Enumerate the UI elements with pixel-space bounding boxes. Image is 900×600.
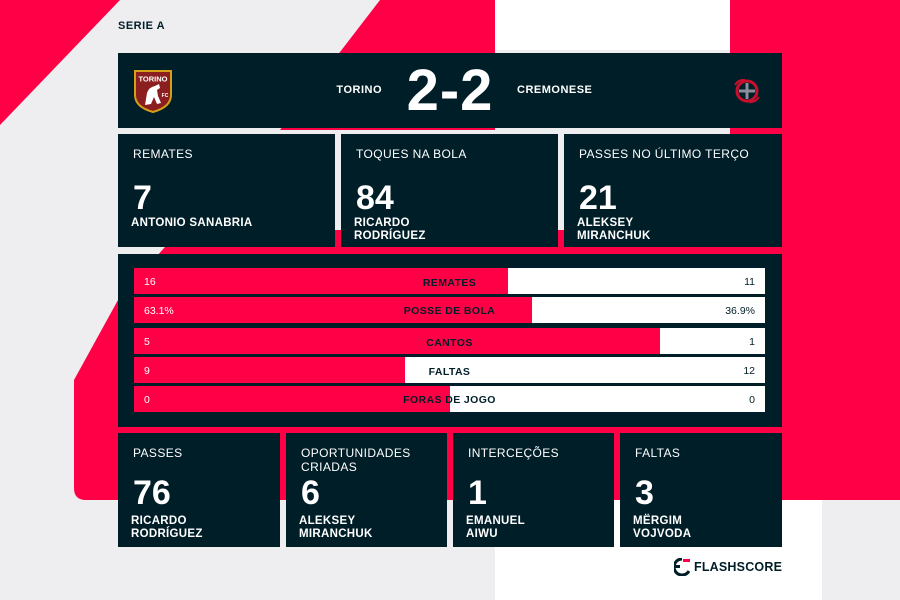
comparison-row: 0 FORAS DE JOGO 0 <box>134 386 765 412</box>
comparison-home-value: 9 <box>144 365 150 377</box>
comparison-home-value: 16 <box>144 276 156 288</box>
scoreboard: TORINO FC TORINO 2-2 CREMONESE <box>118 53 782 128</box>
flashscore-logo-icon <box>674 558 690 576</box>
match-score: 2-2 <box>406 58 494 123</box>
stat-card-value: 76 <box>133 474 171 512</box>
comparison-away-value: 0 <box>749 394 755 406</box>
stat-card-value: 7 <box>133 179 152 217</box>
stat-card-passes-ultimo-terco: PASSES NO ÚLTIMO TERÇO 21 ALEKSEY MIRANC… <box>564 134 782 247</box>
stat-card-player: RICARDO RODRÍGUEZ <box>131 515 203 540</box>
stat-card-title: REMATES <box>133 147 193 161</box>
stat-card-player: ALEKSEY MIRANCHUK <box>299 515 373 540</box>
team-comparison: 16 REMATES 11 63.1% POSSE DE BOLA 36.9% … <box>118 254 782 427</box>
comparison-home-value: 0 <box>144 394 150 406</box>
home-team-name: TORINO <box>336 84 382 96</box>
stat-card-title: INTERCEÇÕES <box>468 446 560 460</box>
stat-card-value: 21 <box>579 179 617 217</box>
stat-card-value: 84 <box>356 179 394 217</box>
cremonese-crest-icon <box>734 78 760 104</box>
comparison-row: 5 CANTOS 1 <box>134 328 765 354</box>
stat-card-value: 6 <box>301 474 320 512</box>
comparison-label: FORAS DE JOGO <box>403 394 496 406</box>
comparison-home-bar <box>134 357 405 383</box>
comparison-away-value: 36.9% <box>725 305 755 317</box>
torino-crest-icon: TORINO FC <box>134 70 172 113</box>
comparison-label: CANTOS <box>426 337 473 349</box>
comparison-label: REMATES <box>422 277 477 289</box>
comparison-away-value: 12 <box>743 365 755 377</box>
flashscore-brand: FLASHSCORE <box>674 557 782 577</box>
comparison-home-value: 63.1% <box>144 305 174 317</box>
comparison-row: 9 FALTAS 12 <box>134 357 765 383</box>
comparison-home-bar <box>134 297 533 323</box>
stat-card-title: TOQUES NA BOLA <box>356 147 467 161</box>
comparison-row: 16 REMATES 11 <box>134 268 765 294</box>
stat-card-player: RICARDO RODRÍGUEZ <box>354 217 426 242</box>
stat-card-player: EMANUEL AIWU <box>466 515 525 540</box>
stat-card-title: FALTAS <box>635 446 681 460</box>
svg-text:FC: FC <box>162 93 169 99</box>
stat-card-player: MËRGIM VOJVODA <box>633 515 692 540</box>
stat-card-intercecoes: INTERCEÇÕES 1 EMANUEL AIWU <box>453 433 614 547</box>
stat-card-faltas: FALTAS 3 MËRGIM VOJVODA <box>620 433 782 547</box>
stat-card-title: PASSES NO ÚLTIMO TERÇO <box>579 147 750 161</box>
comparison-away-value: 1 <box>749 336 755 348</box>
stat-card-value: 3 <box>635 474 654 512</box>
comparison-home-bar <box>134 268 509 294</box>
comparison-label: FALTAS <box>428 366 471 378</box>
stat-card-passes: PASSES 76 RICARDO RODRÍGUEZ <box>118 433 280 547</box>
stat-card-remates: REMATES 7 ANTONIO SANABRIA <box>118 134 335 247</box>
brand-name: FLASHSCORE <box>694 560 783 574</box>
comparison-label: POSSE DE BOLA <box>403 305 496 317</box>
stat-card-player: ANTONIO SANABRIA <box>131 217 253 229</box>
stat-card-title: OPORTUNIDADES CRIADAS <box>301 446 411 474</box>
comparison-home-bar <box>134 328 660 354</box>
comparison-home-value: 5 <box>144 336 150 348</box>
league-label: SERIE A <box>118 20 166 32</box>
away-team-name: CREMONESE <box>517 84 593 96</box>
comparison-away-value: 11 <box>744 276 755 288</box>
stat-card-toques: TOQUES NA BOLA 84 RICARDO RODRÍGUEZ <box>341 134 558 247</box>
home-logo-text: TORINO <box>138 75 167 84</box>
stat-card-oportunidades: OPORTUNIDADES CRIADAS 6 ALEKSEY MIRANCHU… <box>286 433 447 547</box>
stat-card-value: 1 <box>468 474 487 512</box>
comparison-home-bar <box>134 386 450 412</box>
stat-card-player: ALEKSEY MIRANCHUK <box>577 217 651 242</box>
comparison-row: 63.1% POSSE DE BOLA 36.9% <box>134 297 765 323</box>
stat-card-title: PASSES <box>133 446 183 460</box>
